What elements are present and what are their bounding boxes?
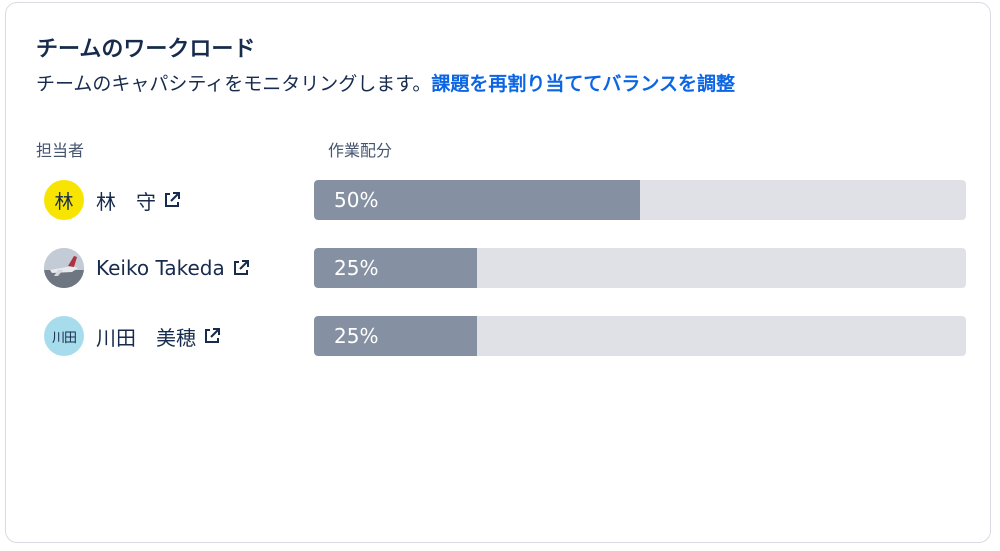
column-header-allocation: 作業配分 [328,141,393,160]
table-row: 林 林 守 50% [6,179,990,221]
subtitle-text: チームのキャパシティをモニタリングします。 [36,73,432,95]
assignee-name: 林 守 [96,189,156,214]
allocation-bar-fill [314,316,477,356]
allocation-bar: 25% [314,316,966,356]
allocation-bar: 50% [314,180,966,220]
card-title: チームのワークロード [36,37,256,62]
assignee-link[interactable]: 林 林 守 [44,179,181,221]
assignee-link[interactable]: 川田 川田 美穂 [44,315,221,357]
assignee-link[interactable]: Keiko Takeda [44,247,250,289]
assignee-name: Keiko Takeda [96,256,225,280]
external-link-icon [233,260,249,275]
avatar: 林 [44,180,84,220]
column-header-assignee: 担当者 [36,141,85,160]
allocation-percent: 50% [334,188,379,212]
airplane-photo-icon [44,248,84,288]
external-link-icon [165,192,180,207]
allocation-bar-fill [314,248,477,288]
allocation-percent: 25% [334,324,379,348]
allocation-percent: 25% [334,256,379,280]
external-link-icon [205,328,220,343]
rebalance-link[interactable]: 課題を再割り当ててバランスを調整 [431,73,736,95]
card-subtitle: チームのキャパシティをモニタリングします。課題を再割り当ててバランスを調整 [36,69,735,96]
assignee-name: 川田 美穂 [96,325,196,350]
team-workload-card: チームのワークロード チームのキャパシティをモニタリングします。課題を再割り当て… [5,2,991,543]
table-row: 川田 川田 美穂 25% [6,315,990,357]
allocation-bar-fill [314,180,640,220]
avatar: 川田 [44,316,84,356]
allocation-bar: 25% [314,248,966,288]
table-row: Keiko Takeda 25% [6,247,990,289]
avatar [44,248,84,288]
